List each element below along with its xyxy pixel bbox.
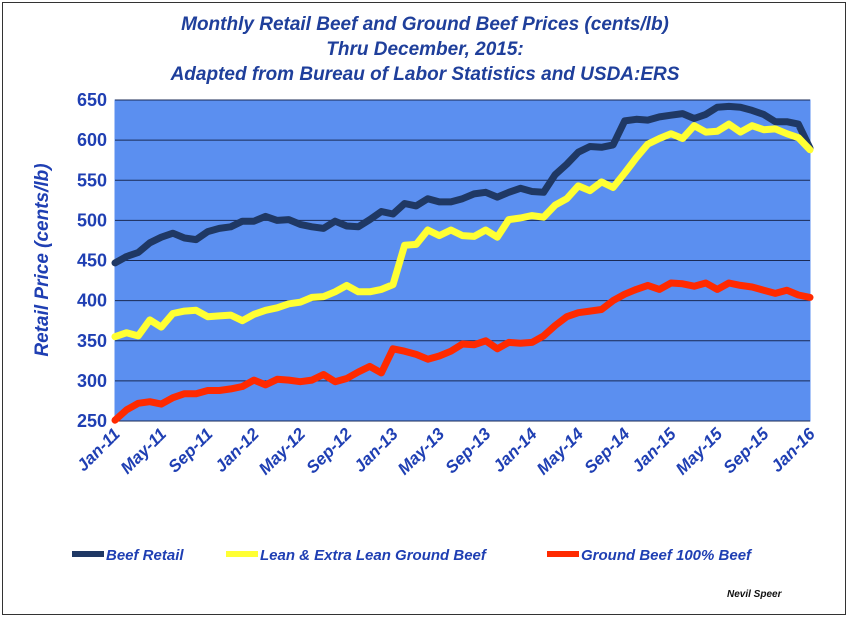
- legend-label-beef-retail: Beef Retail: [106, 547, 184, 564]
- y-tick-label: 450: [77, 251, 107, 271]
- x-tick-label: Sep-11: [165, 424, 217, 476]
- y-tick-label: 550: [77, 170, 107, 190]
- x-tick-label: May-14: [533, 424, 588, 479]
- series-line-beef-retail: [111, 102, 814, 267]
- x-tick-label: Sep-12: [303, 424, 356, 477]
- y-tick-label: 650: [77, 90, 107, 110]
- x-axis-ticks: Jan-11May-11Sep-11Jan-12May-12Sep-12Jan-…: [73, 424, 819, 479]
- gridlines: [115, 99, 810, 422]
- y-tick-label: 300: [77, 371, 107, 391]
- legend-item-lean-ground-beef: Lean & Extra Lean Ground Beef: [226, 547, 488, 564]
- x-tick-label: Jan-12: [211, 424, 263, 476]
- legend-item-beef-retail: Beef Retail: [72, 547, 184, 564]
- x-tick-label: Jan-16: [767, 424, 819, 476]
- y-axis-label: Retail Price (cents/lb): [32, 163, 53, 356]
- legend-label-ground-beef-100: Ground Beef 100% Beef: [581, 547, 753, 564]
- legend-label-lean-ground-beef: Lean & Extra Lean Ground Beef: [260, 547, 488, 564]
- y-tick-label: 500: [77, 210, 107, 230]
- series-line-ground-beef-100: [111, 279, 814, 424]
- x-tick-label: May-13: [394, 424, 449, 479]
- x-tick-label: Jan-13: [350, 424, 402, 476]
- legend: Beef Retail Lean & Extra Lean Ground Bee…: [72, 547, 753, 564]
- x-tick-label: Jan-14: [489, 424, 541, 476]
- legend-item-ground-beef-100: Ground Beef 100% Beef: [547, 547, 753, 564]
- x-tick-label: Jan-11: [73, 424, 124, 475]
- chart-title-line-3: Adapted from Bureau of Labor Statistics …: [170, 64, 680, 85]
- chart-title-line-2: Thru December, 2015:: [326, 39, 523, 60]
- x-tick-label: Jan-15: [628, 424, 680, 476]
- y-tick-label: 400: [77, 291, 107, 311]
- chart-title: Monthly Retail Beef and Ground Beef Pric…: [170, 14, 680, 85]
- y-tick-label: 350: [77, 331, 107, 351]
- series-line-lean-ground-beef: [111, 120, 814, 341]
- y-tick-label: 600: [77, 130, 107, 150]
- credit-text: Nevil Speer: [727, 589, 783, 600]
- x-tick-label: Sep-13: [442, 424, 495, 477]
- y-axis-ticks: 250 300 350 400 450 500 550 600 650: [77, 90, 107, 431]
- chart-title-line-1: Monthly Retail Beef and Ground Beef Pric…: [181, 14, 669, 35]
- x-tick-label: May-12: [255, 424, 310, 479]
- x-tick-label: Sep-15: [720, 424, 773, 477]
- x-tick-label: May-11: [117, 424, 170, 477]
- x-tick-label: May-15: [672, 424, 727, 479]
- series-lines: [111, 102, 814, 424]
- y-tick-label: 250: [77, 411, 107, 431]
- x-tick-label: Sep-14: [581, 424, 634, 477]
